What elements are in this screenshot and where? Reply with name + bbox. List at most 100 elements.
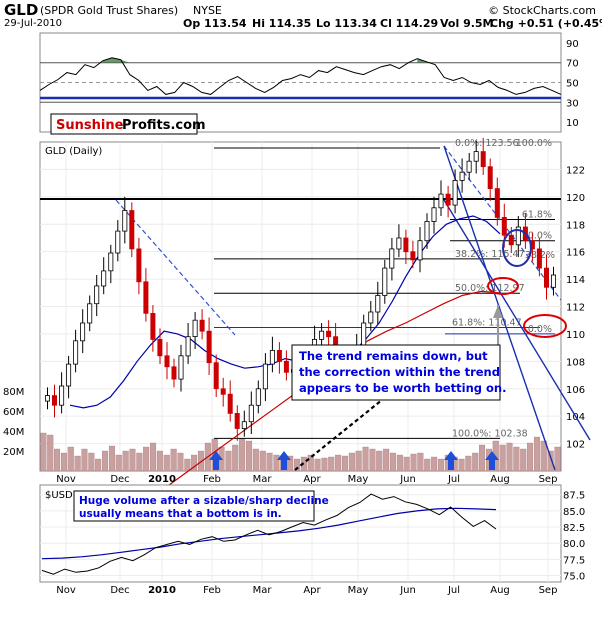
ellipse-annotations [487, 229, 567, 338]
price-xtick-9: Aug [490, 474, 510, 485]
candle-body-49 [389, 248, 395, 269]
fib-label-3: 50.0% [522, 231, 552, 242]
price-ytick-6: 110 [566, 330, 585, 341]
candle-body-50 [396, 237, 402, 250]
volume-bar-13 [129, 448, 136, 472]
candle-body-52 [410, 251, 416, 261]
volume-bar-15 [143, 446, 150, 472]
candle-body-72 [551, 274, 557, 288]
volume-callout-box [73, 490, 315, 522]
price-ytick-9: 104 [566, 412, 585, 423]
volume-arrow-2 [444, 451, 458, 470]
volume-bar-72 [533, 436, 540, 472]
usd-xtick-8: Jul [447, 585, 460, 596]
volume-bar-9 [102, 450, 109, 472]
price-ytick-3: 116 [566, 248, 585, 259]
volume-bar-37 [293, 458, 300, 472]
volume-bar-30 [246, 440, 253, 472]
volume-bar-5 [74, 455, 81, 472]
volume-bar-58 [437, 458, 444, 472]
candle-body-15 [150, 312, 156, 340]
price-xtick-2: 2010 [148, 474, 176, 485]
volume-bar-17 [156, 450, 163, 472]
red-ellipse-1 [487, 277, 519, 295]
price-ytick-7: 108 [566, 357, 585, 368]
rsi-ytick-2: 50 [566, 79, 579, 90]
volume-bar-57 [431, 456, 438, 472]
chart-root: GLD (SPDR Gold Trust Shares) NYSE © Stoc… [3, 1, 602, 596]
volume-bar-8 [95, 458, 102, 472]
trend-line-down-1 [443, 145, 556, 471]
volume-bar-33 [266, 452, 273, 472]
candle-body-70 [536, 248, 542, 269]
candle-body-9 [108, 252, 114, 272]
volume-callout-line-1: Huge volume after a sizable/sharp declin… [79, 495, 329, 507]
usd-xticks: Nov Dec 2010 Feb Mar Apr May Jun Jul Aug Sep [56, 585, 557, 596]
candle-body-71 [544, 267, 550, 288]
candle-body-5 [80, 322, 86, 342]
trend-line-dashed-left [115, 199, 236, 336]
volume-bar-63 [472, 452, 479, 472]
quote-low: Lo 113.34 [316, 17, 377, 30]
volume-bar-10 [108, 445, 115, 472]
usd-xtick-1: Dec [110, 585, 129, 596]
blue-ellipse [502, 229, 532, 267]
price-panel: 122 120 118 116 114 112 110 108 106 104 102 80M 60M… [3, 137, 591, 493]
candle-body-18 [171, 366, 177, 380]
candle-body-23 [206, 330, 212, 364]
price-xticks: Nov Dec 2010 Feb Mar Apr May Jun Jul Aug Sep [56, 474, 557, 485]
price-ytick-2: 118 [566, 220, 585, 231]
volume-bar-22 [191, 454, 198, 472]
volume-bar-27 [225, 450, 232, 472]
price-yticks: 122 120 118 116 114 112 110 108 106 104 102 [566, 165, 585, 450]
fib-label-8: 0.0% [528, 324, 552, 335]
volume-bar-2 [54, 448, 61, 472]
candle-body-51 [403, 237, 409, 253]
price-xtick-8: Jul [447, 474, 460, 485]
price-ytick-1: 120 [566, 193, 585, 204]
candle-body-30 [255, 388, 261, 406]
candle-body-32 [269, 349, 275, 365]
price-xtick-6: May [348, 474, 369, 485]
candle-body-54 [424, 221, 430, 242]
logo-profits: Profits.com [122, 118, 206, 133]
candle-body-19 [178, 355, 184, 380]
sunshine-logo: Sunshine Profits.com [50, 113, 206, 135]
volume-bar-18 [163, 454, 170, 472]
candle-body-48 [382, 267, 388, 296]
volume-bar-36 [287, 455, 294, 472]
volume-bar-23 [198, 450, 205, 472]
candle-body-20 [185, 336, 191, 357]
candle-body-24 [213, 362, 219, 390]
candle-body-21 [192, 319, 198, 338]
usd-line [41, 493, 497, 575]
usd-ytick-5: 75.0 [563, 572, 585, 583]
callout-line-3: appears to be worth betting on. [299, 381, 506, 395]
volume-bar-48 [369, 448, 376, 472]
candle-body-17 [164, 355, 170, 368]
volume-bar-31 [252, 448, 259, 472]
volume-bar-12 [122, 450, 129, 472]
fib-label-9: 100.0%: 102.38 [452, 428, 528, 439]
quote-close: Cl 114.29 [380, 17, 439, 30]
volume-arrows [209, 451, 499, 470]
candle-body-57 [445, 193, 451, 206]
volume-bar-46 [355, 450, 362, 472]
usd-xtick-7: Jun [399, 585, 416, 596]
quote-open: Op 113.54 [183, 17, 247, 30]
candle-body-46 [368, 311, 374, 324]
usd-panel: 87.5 85.0 82.5 80.0 77.5 75.0 $USD Huge volum… [39, 484, 585, 596]
rsi-ytick-1: 70 [566, 59, 579, 70]
candle-body-13 [136, 248, 142, 283]
candle-body-59 [459, 171, 465, 181]
candle-body-11 [122, 210, 128, 232]
volume-bar-55 [417, 452, 424, 472]
usd-xtick-10: Sep [539, 585, 558, 596]
candle-body-39 [319, 330, 325, 340]
usd-label: $USD [45, 490, 73, 501]
price-xtick-0: Nov [56, 474, 76, 485]
volume-bar-68 [506, 442, 513, 472]
volume-bar-14 [136, 452, 143, 472]
price-ytick-8: 106 [566, 385, 585, 396]
volume-bar-74 [547, 450, 554, 472]
